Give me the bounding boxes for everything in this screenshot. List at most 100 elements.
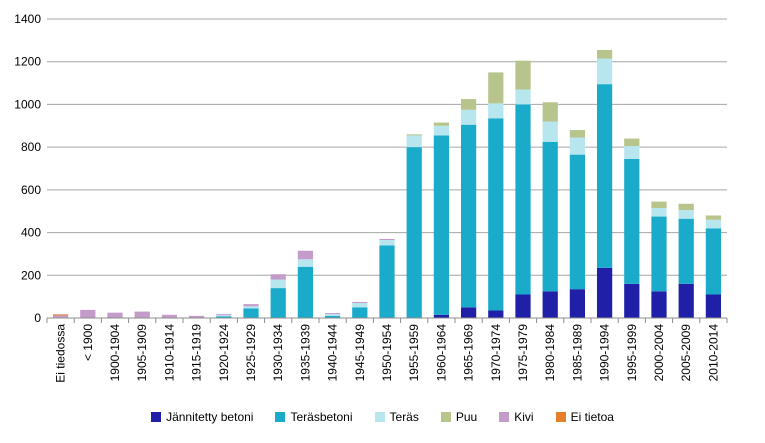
x-tick-label: 2010-2014	[706, 324, 720, 382]
bar-segment	[216, 316, 232, 318]
bar-segment	[488, 103, 504, 119]
legend-label: Teräsbetoni	[290, 410, 353, 424]
bar-segment	[569, 130, 586, 138]
x-tick-label: Ei tiedossa	[54, 324, 68, 383]
x-tick-label: 1950-1954	[380, 324, 394, 382]
bar-segment	[433, 122, 450, 126]
x-tick-label: 1925-1929	[244, 324, 258, 382]
y-tick-label: 200	[21, 268, 41, 282]
legend-item: Teräsbetoni	[275, 410, 353, 424]
y-tick-label: 1400	[14, 12, 41, 26]
y-tick-label: 1200	[14, 55, 41, 69]
legend-swatch	[555, 412, 566, 422]
bar-segment	[433, 135, 450, 315]
bar-segment	[596, 49, 613, 59]
legend-item: Jännitetty betoni	[151, 410, 253, 424]
bar-segment	[596, 84, 613, 268]
x-tick-label: 1990-1994	[598, 324, 612, 382]
bar-segment	[134, 311, 150, 318]
legend-item: Teräs	[374, 410, 419, 424]
gridlines	[47, 18, 727, 276]
bar-segment	[542, 121, 558, 142]
bar-segment	[596, 58, 613, 85]
bar-segment	[433, 125, 450, 136]
x-tick-label: 1985-1989	[570, 324, 584, 382]
bar-segment	[460, 99, 477, 110]
bar-segment	[460, 109, 477, 125]
bar-segment	[324, 313, 341, 315]
x-tick-label: 1975-1979	[516, 324, 530, 382]
bar-segment	[460, 124, 477, 308]
bar-segment	[216, 315, 232, 317]
x-tick-label: 1955-1959	[407, 324, 421, 382]
legend-swatch	[440, 412, 451, 422]
axes: 0 200 400 600 800 1000 1200 1400 Ei tiedossa < 19…	[14, 12, 728, 383]
bar-segment	[624, 158, 640, 284]
legend-label: Ei tietoa	[570, 410, 614, 424]
x-tick-label: 1995-1999	[625, 324, 639, 382]
bar-segment	[705, 294, 722, 318]
bar-segment	[324, 314, 341, 316]
bar-segment	[216, 314, 232, 316]
legend-item: Kivi	[499, 410, 534, 424]
x-tick-label: 1910-1914	[162, 324, 176, 382]
x-tick-label: 1970-1974	[489, 324, 503, 382]
bar-segment	[515, 89, 531, 105]
x-tick-label: 1915-1919	[190, 324, 204, 382]
x-tick-label: 1960-1964	[434, 324, 448, 382]
x-tick-label: 1965-1969	[462, 324, 476, 382]
bar-segment	[352, 303, 368, 308]
x-tick-label: 1930-1934	[271, 324, 285, 382]
bar-segment	[52, 314, 69, 316]
legend-swatch	[374, 412, 385, 422]
bar-segment	[678, 283, 694, 318]
bar-segment	[297, 259, 314, 267]
bar-segment	[624, 283, 640, 318]
legend-swatch	[499, 412, 510, 422]
bar-segment	[596, 267, 613, 318]
legend-item: Ei tietoa	[555, 410, 614, 424]
bar-segment	[705, 215, 722, 220]
x-tick-label: 1900-1904	[108, 324, 122, 382]
y-tick-label: 0	[34, 311, 41, 325]
bar-segment	[52, 315, 69, 318]
bars	[52, 49, 722, 319]
bar-segment	[188, 315, 205, 318]
bar-segment	[488, 118, 504, 311]
bar-segment	[651, 216, 667, 292]
bar-segment	[678, 210, 694, 219]
y-tick-label: 600	[21, 183, 41, 197]
x-tick-label: 1945-1949	[353, 324, 367, 382]
bar-segment	[379, 238, 395, 241]
bar-segment	[352, 301, 368, 304]
legend-label: Puu	[455, 410, 478, 424]
legend-label: Jännitetty betoni	[166, 410, 254, 424]
bar-segment	[678, 203, 694, 211]
bar-segment	[705, 228, 722, 295]
x-tick-label: 1935-1939	[298, 324, 312, 382]
bar-segment	[107, 312, 123, 318]
bar-segment	[515, 294, 531, 318]
x-tick-label: 2005-2009	[679, 324, 693, 382]
bar-segment	[569, 137, 586, 155]
bar-segment	[542, 141, 558, 292]
bar-segment	[651, 291, 667, 318]
bar-segment	[488, 72, 504, 104]
y-tick-label: 400	[21, 226, 41, 240]
legend-item: Puu	[440, 410, 478, 424]
bar-segment	[705, 219, 722, 229]
bar-segment	[352, 307, 368, 318]
legend-swatch	[151, 412, 162, 422]
x-tick-label: 1940-1944	[326, 324, 340, 382]
legend-label: Teräs	[389, 410, 419, 424]
bar-segment	[379, 240, 395, 246]
bar-segment	[651, 208, 667, 217]
legend-swatch	[275, 412, 286, 422]
bar-segment	[433, 314, 450, 318]
bar-segment	[270, 288, 286, 318]
legend-label: Kivi	[514, 410, 534, 424]
legend: Jännitetty betoni Teräsbetoni Teräs Puu Kivi…	[0, 405, 765, 429]
bar-segment	[624, 146, 640, 159]
bar-segment	[460, 307, 477, 318]
